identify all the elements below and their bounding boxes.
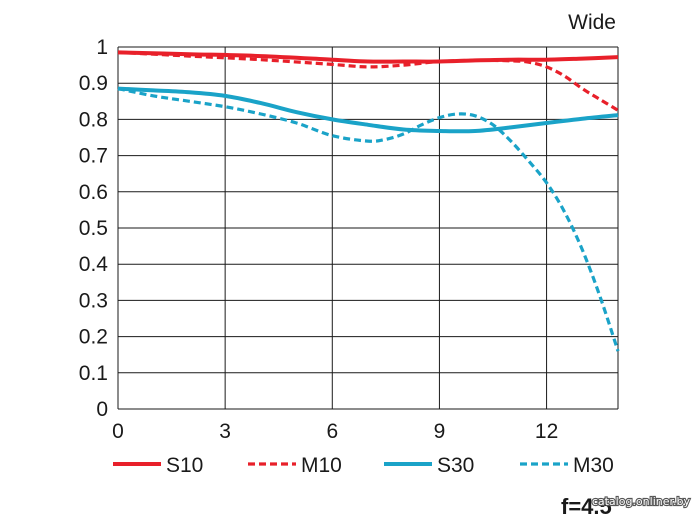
series-line-s10	[117, 50, 619, 64]
y-tick-label: 1	[96, 36, 108, 59]
y-axis-ticks: 0 0.1 0.2 0.3 0.4 0.5 0.6 0.7 0.8 0.9 1	[79, 36, 109, 421]
legend-label-s30: S30	[437, 454, 474, 477]
legend-label-m30: M30	[573, 454, 614, 477]
watermark: catalog.onliner.by	[592, 495, 691, 508]
legend-label-s10: S10	[166, 454, 203, 477]
y-tick-label: 0.5	[79, 217, 108, 240]
y-tick-label: 0.7	[79, 145, 108, 168]
y-tick-label: 0.4	[79, 253, 109, 276]
aperture-label: f=4.5	[561, 494, 612, 519]
x-tick-label: 0	[112, 420, 124, 443]
chart-title: Wide	[568, 11, 616, 34]
series-line-s30	[117, 86, 619, 134]
series-line-m30	[117, 87, 620, 352]
y-tick-label: 0.1	[79, 362, 108, 385]
series-lines	[117, 50, 620, 352]
series-line-m10	[117, 50, 619, 112]
x-tick-label: 9	[434, 420, 446, 443]
legend-label-m10: M10	[301, 454, 342, 477]
x-tick-label: 3	[219, 420, 231, 443]
y-tick-label: 0.8	[79, 108, 108, 131]
grid	[117, 46, 619, 410]
x-axis-ticks: 0 3 6 9 12	[112, 420, 558, 443]
legend: S10 M10 S30 M30	[113, 454, 614, 477]
x-tick-label: 6	[326, 420, 338, 443]
y-tick-label: 0.3	[79, 289, 108, 312]
y-tick-label: 0.6	[79, 181, 108, 204]
y-tick-label: 0.2	[79, 326, 108, 349]
y-tick-label: 0	[96, 398, 108, 421]
x-tick-label: 12	[535, 420, 558, 443]
y-tick-label: 0.9	[79, 72, 108, 95]
